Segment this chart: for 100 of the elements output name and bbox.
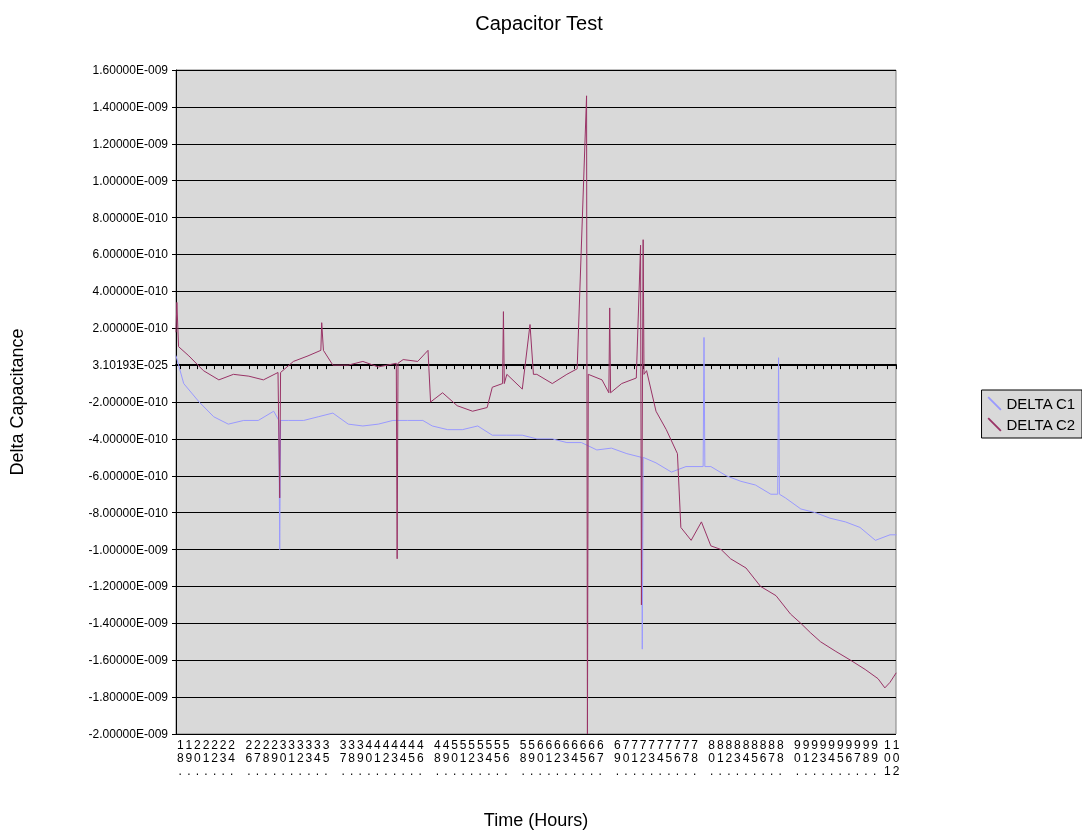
x-tick-label: 65. (579, 737, 587, 778)
x-tick-label: 59. (528, 737, 536, 778)
x-tick-label: 77. (682, 737, 690, 778)
x-tick-label: 55. (494, 737, 502, 778)
x-tick-label: 74. (656, 737, 664, 778)
x-tick-label: 87. (768, 737, 776, 778)
y-tick-label: 6.00000E-010 (92, 247, 169, 262)
y-axis-title: Delta Capacitance (7, 328, 27, 476)
x-tick-label: 84. (742, 737, 750, 778)
x-tick-label: 28. (262, 737, 270, 778)
x-tick-label: 51. (459, 737, 467, 778)
x-tick-label: 19. (185, 737, 193, 778)
y-tick-label: 2.00000E-010 (92, 321, 169, 336)
x-tick-label: 53. (476, 737, 484, 778)
x-axis-title: Time (Hours) (483, 810, 589, 830)
x-tick-label: 81. (716, 737, 724, 778)
y-tick-label: -1.80000E-009 (88, 690, 169, 705)
x-tick-label: 43. (391, 737, 399, 778)
legend-label: DELTA C1 (1006, 395, 1076, 412)
legend-label: DELTA C2 (1006, 416, 1076, 433)
x-tick-label: 46. (416, 737, 424, 778)
y-tick-label: -6.00000E-010 (88, 468, 169, 483)
x-tick-label: 38. (348, 737, 356, 778)
y-tick-label: 8.00000E-010 (92, 210, 169, 225)
x-tick-label: 35. (322, 737, 330, 778)
y-tick-label: -1.40000E-009 (88, 616, 169, 631)
y-tick-label: 3.10193E-025 (92, 358, 169, 373)
x-tick-label: 72. (639, 737, 647, 778)
y-tick-label: -1.00000E-009 (88, 542, 169, 557)
x-tick-label: 73. (648, 737, 656, 778)
x-tick-label: 93. (819, 737, 827, 778)
y-tick-label: -8.00000E-010 (88, 505, 169, 520)
chart-title: Capacitor Test (475, 12, 604, 34)
x-tick-label: 91. (802, 737, 810, 778)
x-tick-label: 29. (271, 737, 279, 778)
line-series (175, 336, 897, 650)
x-tick-label: 52. (468, 737, 476, 778)
x-tick-label: 88. (776, 737, 784, 778)
x-tick-label: 64. (571, 737, 579, 778)
x-tick-label: 102 (892, 737, 900, 778)
x-tick-label: 63. (562, 737, 570, 778)
y-tick-label: -1.60000E-009 (88, 653, 169, 668)
x-tick-label: 24. (228, 737, 236, 778)
x-tick-label: 34. (314, 737, 322, 778)
x-tick-label: 95. (836, 737, 844, 778)
x-tick-label: 33. (305, 737, 313, 778)
x-tick-label: 76. (674, 737, 682, 778)
x-tick-label: 27. (254, 737, 262, 778)
x-tick-label: 56. (502, 737, 510, 778)
x-tick-label: 50. (451, 737, 459, 778)
x-tick-label: 41. (374, 737, 382, 778)
x-tick-label: 62. (554, 737, 562, 778)
x-tick-label: 18. (176, 737, 184, 778)
x-tick-label: 92. (811, 737, 819, 778)
y-tick-label: 1.60000E-009 (92, 63, 169, 77)
x-tick-label: 78. (691, 737, 699, 778)
y-tick-label: 4.00000E-010 (92, 284, 169, 299)
x-tick-label: 58. (519, 737, 527, 778)
x-tick-label: 23. (219, 737, 227, 778)
y-tick-label: -2.00000E-010 (88, 395, 169, 409)
x-tick-label: 96. (845, 737, 853, 778)
x-tick-label: 44. (399, 737, 407, 778)
x-tick-label: 69. (614, 737, 622, 778)
x-tick-label: 99. (871, 737, 879, 778)
y-tick-label: -2.00000E-009 (88, 727, 169, 741)
x-tick-label: 83. (734, 737, 742, 778)
x-tick-label: 98. (862, 737, 870, 778)
x-tick-label: 40. (365, 737, 373, 778)
x-tick-label: 75. (665, 737, 673, 778)
x-tick-label: 80. (708, 737, 716, 778)
x-tick-label: 26. (245, 737, 253, 778)
x-tick-label: 22. (211, 737, 219, 778)
x-tick-label: 94. (828, 737, 836, 778)
y-tick-label: 1.40000E-009 (92, 99, 169, 114)
x-tick-label: 85. (751, 737, 759, 778)
x-tick-label: 67. (596, 737, 604, 778)
x-tick-label: 42. (382, 737, 390, 778)
x-tick-label: 101 (884, 737, 892, 778)
y-tick-label: -1.20000E-009 (88, 579, 169, 594)
x-tick-label: 66. (588, 737, 596, 778)
x-tick-label: 60. (536, 737, 544, 778)
x-tick-label: 54. (485, 737, 493, 778)
x-tick-label: 82. (725, 737, 733, 778)
x-tick-label: 21. (202, 737, 210, 778)
y-tick-label: -4.00000E-010 (88, 431, 169, 446)
y-tick-label: 1.00000E-009 (92, 173, 169, 188)
x-tick-label: 97. (854, 737, 862, 778)
x-tick-label: 90. (794, 737, 802, 778)
x-tick-label: 71. (631, 737, 639, 778)
x-tick-label: 30. (279, 737, 287, 778)
y-tick-label: 1.20000E-009 (92, 136, 169, 151)
x-tick-label: 70. (622, 737, 630, 778)
x-tick-label: 49. (442, 737, 450, 778)
x-tick-label: 45. (408, 737, 416, 778)
x-tick-label: 32. (296, 737, 304, 778)
x-tick-label: 61. (545, 737, 553, 778)
x-tick-label: 48. (434, 737, 442, 778)
x-tick-label: 39. (356, 737, 364, 778)
x-tick-label: 20. (194, 737, 202, 778)
x-tick-label: 37. (339, 737, 347, 778)
